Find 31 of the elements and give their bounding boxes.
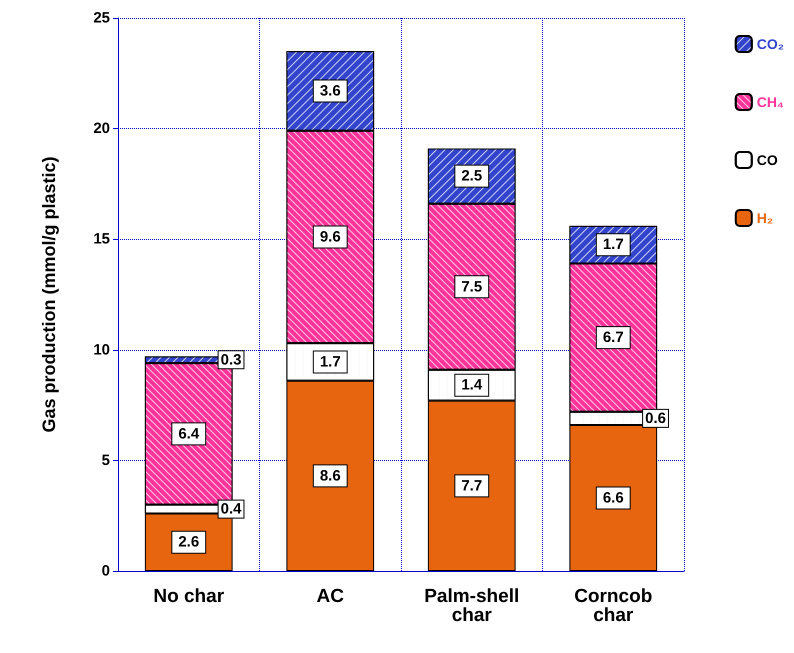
- data-label: 7.7: [461, 477, 482, 494]
- data-label: 0.6: [645, 410, 666, 427]
- data-label: 7.5: [461, 278, 482, 296]
- data-label: 1.7: [320, 353, 341, 370]
- data-label: 1.4: [461, 376, 483, 394]
- legend-label: H₂: [756, 210, 774, 226]
- y-tick-label: 0: [102, 562, 110, 580]
- data-label: 8.6: [320, 467, 341, 484]
- y-tick-label: 20: [93, 120, 110, 138]
- y-tick-label: 25: [93, 10, 110, 26]
- data-label: 6.7: [602, 329, 624, 346]
- y-axis-title: Gas production (mmol/g plastic): [39, 156, 59, 433]
- y-tick-label: 15: [93, 230, 110, 248]
- data-label: 6.6: [602, 490, 624, 507]
- data-label: 2.5: [461, 168, 482, 185]
- data-label: 9.6: [320, 228, 341, 246]
- legend-label: CO: [756, 152, 778, 168]
- legend-label: CH₄: [756, 94, 784, 110]
- legend-label: CO₂: [756, 36, 784, 52]
- x-tick-label: Corncob char: [574, 586, 652, 626]
- y-tick-label: 5: [102, 452, 110, 469]
- x-tick-label: AC: [316, 586, 344, 607]
- data-label: 2.6: [178, 534, 200, 551]
- x-tick-label: Palm-shell char: [424, 586, 520, 626]
- data-label: 6.4: [178, 425, 200, 442]
- data-label: 1.7: [602, 236, 624, 254]
- data-label: 0.4: [220, 500, 242, 518]
- data-label: 3.6: [320, 82, 341, 100]
- x-tick-label: No char: [153, 586, 225, 607]
- y-tick-label: 10: [93, 341, 110, 358]
- data-label: 0.3: [220, 351, 242, 368]
